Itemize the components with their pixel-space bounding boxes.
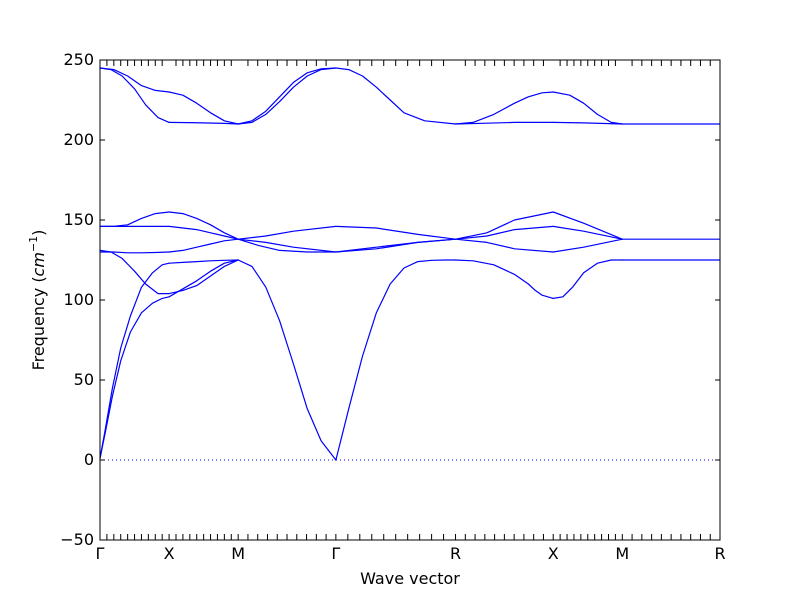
dispersion-branch-segment-28 [454, 211, 554, 240]
dispersion-branch-segment-10 [168, 238, 239, 253]
dispersion-branch-segment-29 [552, 211, 623, 240]
x-axis-label: Wave vector [360, 569, 460, 588]
dispersion-branch-segment-0 [99, 262, 170, 459]
y-axis-label-exponent: −1 [27, 236, 40, 252]
y-ticks: −50 0 50 100 150 200 250 [60, 50, 720, 549]
y-axis-label-text: Frequency ( [29, 276, 48, 370]
y-axis-label-unit: cm [29, 252, 48, 276]
dispersion-branch-segment-38 [237, 67, 337, 125]
dispersion-branch-segment-22 [454, 238, 554, 253]
dispersion-branch-segment-31 [168, 121, 239, 125]
dispersion-branch-segment-23 [552, 238, 623, 253]
dispersion-branch-segment-33 [335, 67, 457, 125]
dispersion-branch-segment-36 [99, 67, 170, 93]
y-tick-label: 0 [84, 450, 94, 469]
x-tick-label: X [548, 544, 559, 563]
x-tick-label: R [450, 544, 461, 563]
y-tick-label: 150 [63, 210, 94, 229]
x-tick-label: X [164, 544, 175, 563]
dispersion-branch-segment-24 [99, 211, 170, 227]
dispersion-branch-segment-13 [454, 225, 554, 240]
dispersion-branch-segment-34 [454, 121, 554, 125]
dispersion-branch-segment-5 [552, 259, 623, 299]
dispersion-branch-segment-32 [237, 67, 337, 125]
dispersion-branch-segment-11 [237, 225, 337, 240]
y-tick-label: 100 [63, 290, 94, 309]
dispersion-branch-segment-25 [168, 211, 239, 240]
dispersion-branch-segment-17 [168, 259, 239, 295]
dispersion-branch-segment-7 [99, 296, 170, 459]
x-tick-label: M [231, 544, 245, 563]
dispersion-branch-segment-8 [168, 259, 239, 298]
dispersion-branch-segment-12 [335, 225, 457, 240]
dispersion-branch-segment-14 [552, 225, 623, 240]
dispersion-branch-segment-3 [335, 259, 457, 461]
x-tick-label: M [615, 544, 629, 563]
y-axis-label: Frequency (cm−1) [27, 230, 48, 371]
dispersion-branch-segment-27 [335, 238, 457, 253]
y-tick-label: 250 [63, 50, 94, 69]
dispersion-branch-segment-4 [454, 259, 554, 299]
dispersion-branch-segment-1 [168, 259, 239, 264]
y-tick-label: 200 [63, 130, 94, 149]
dispersion-branch-segment-16 [99, 249, 170, 295]
dispersion-branch-segment-26 [237, 238, 337, 253]
dispersion-branch-segment-20 [237, 238, 337, 253]
dispersion-branch-segment-39 [454, 91, 554, 125]
y-tick-label: −50 [60, 530, 94, 549]
dispersion-branch-segment-37 [168, 91, 239, 125]
dispersion-branch-segment-19 [168, 225, 239, 240]
y-tick-label: 50 [74, 370, 94, 389]
x-tick-label: Γ [331, 544, 340, 563]
y-axis-label-close: ) [29, 230, 48, 236]
x-tick-label: R [714, 544, 725, 563]
x-tick-label: Γ [96, 544, 105, 563]
series-layer [99, 67, 721, 461]
dispersion-branch-segment-40 [552, 91, 623, 125]
dispersion-branch-segment-2 [237, 259, 337, 461]
